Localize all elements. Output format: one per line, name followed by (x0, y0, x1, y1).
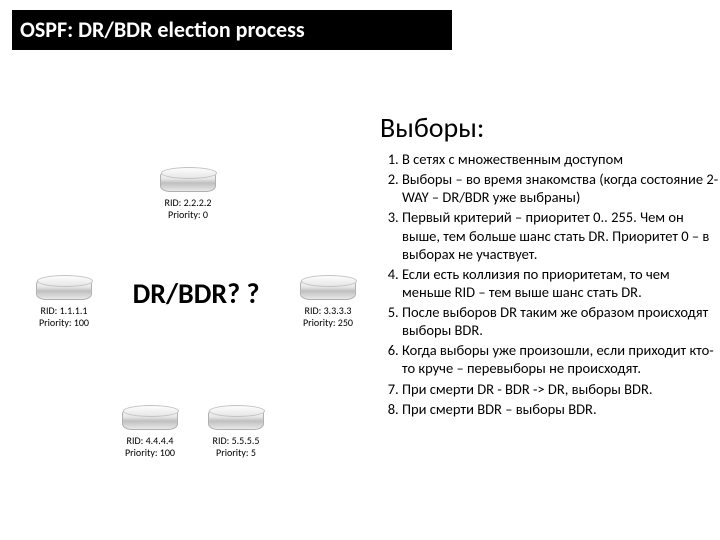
r3-rid: RID: 3.3.3.3 (288, 305, 368, 317)
router-r4 (122, 408, 178, 430)
router-r2-label: RID: 2.2.2.2 Priority: 0 (148, 197, 228, 220)
list-item: Выборы – во время знакомства (когда сост… (402, 170, 720, 206)
slide: OSPF: DR/BDR election process Выборы: RI… (0, 0, 720, 540)
list-item: При смерти DR - BDR -> DR, выборы BDR. (402, 380, 720, 398)
router-r1 (36, 278, 92, 300)
router-r1-label: RID: 1.1.1.1 Priority: 100 (24, 305, 104, 328)
center-question: DR/BDR? ? (106, 276, 286, 311)
r2-prio: Priority: 0 (148, 209, 228, 221)
r1-prio: Priority: 100 (24, 317, 104, 329)
r5-prio: Priority: 5 (196, 447, 276, 459)
list-item: При смерти BDR – выборы BDR. (402, 400, 720, 418)
r4-rid: RID: 4.4.4.4 (110, 435, 190, 447)
r1-rid: RID: 1.1.1.1 (24, 305, 104, 317)
router-r3-label: RID: 3.3.3.3 Priority: 250 (288, 305, 368, 328)
list-item: В сетях с множественным доступом (402, 150, 720, 168)
r5-rid: RID: 5.5.5.5 (196, 435, 276, 447)
router-r3 (300, 278, 356, 300)
title-bar: OSPF: DR/BDR election process (12, 10, 452, 50)
router-r4-label: RID: 4.4.4.4 Priority: 100 (110, 435, 190, 458)
router-r2 (160, 170, 216, 192)
router-r5-label: RID: 5.5.5.5 Priority: 5 (196, 435, 276, 458)
list-item: Первый критерий – приоритет 0.. 255. Чем… (402, 208, 720, 262)
section-heading: Выборы: (380, 110, 484, 145)
router-r5 (208, 408, 264, 430)
list-item: После выборов DR таким же образом происх… (402, 303, 720, 339)
list-item: Если есть коллизия по приоритетам, то че… (402, 265, 720, 301)
page-title: OSPF: DR/BDR election process (20, 16, 305, 43)
rules-list: В сетях с множественным доступом Выборы … (380, 150, 720, 420)
diagram: RID: 2.2.2.2 Priority: 0 RID: 1.1.1.1 Pr… (10, 130, 375, 510)
r3-prio: Priority: 250 (288, 317, 368, 329)
r4-prio: Priority: 100 (110, 447, 190, 459)
r2-rid: RID: 2.2.2.2 (148, 197, 228, 209)
list-item: Когда выборы уже произошли, если приходи… (402, 341, 720, 377)
